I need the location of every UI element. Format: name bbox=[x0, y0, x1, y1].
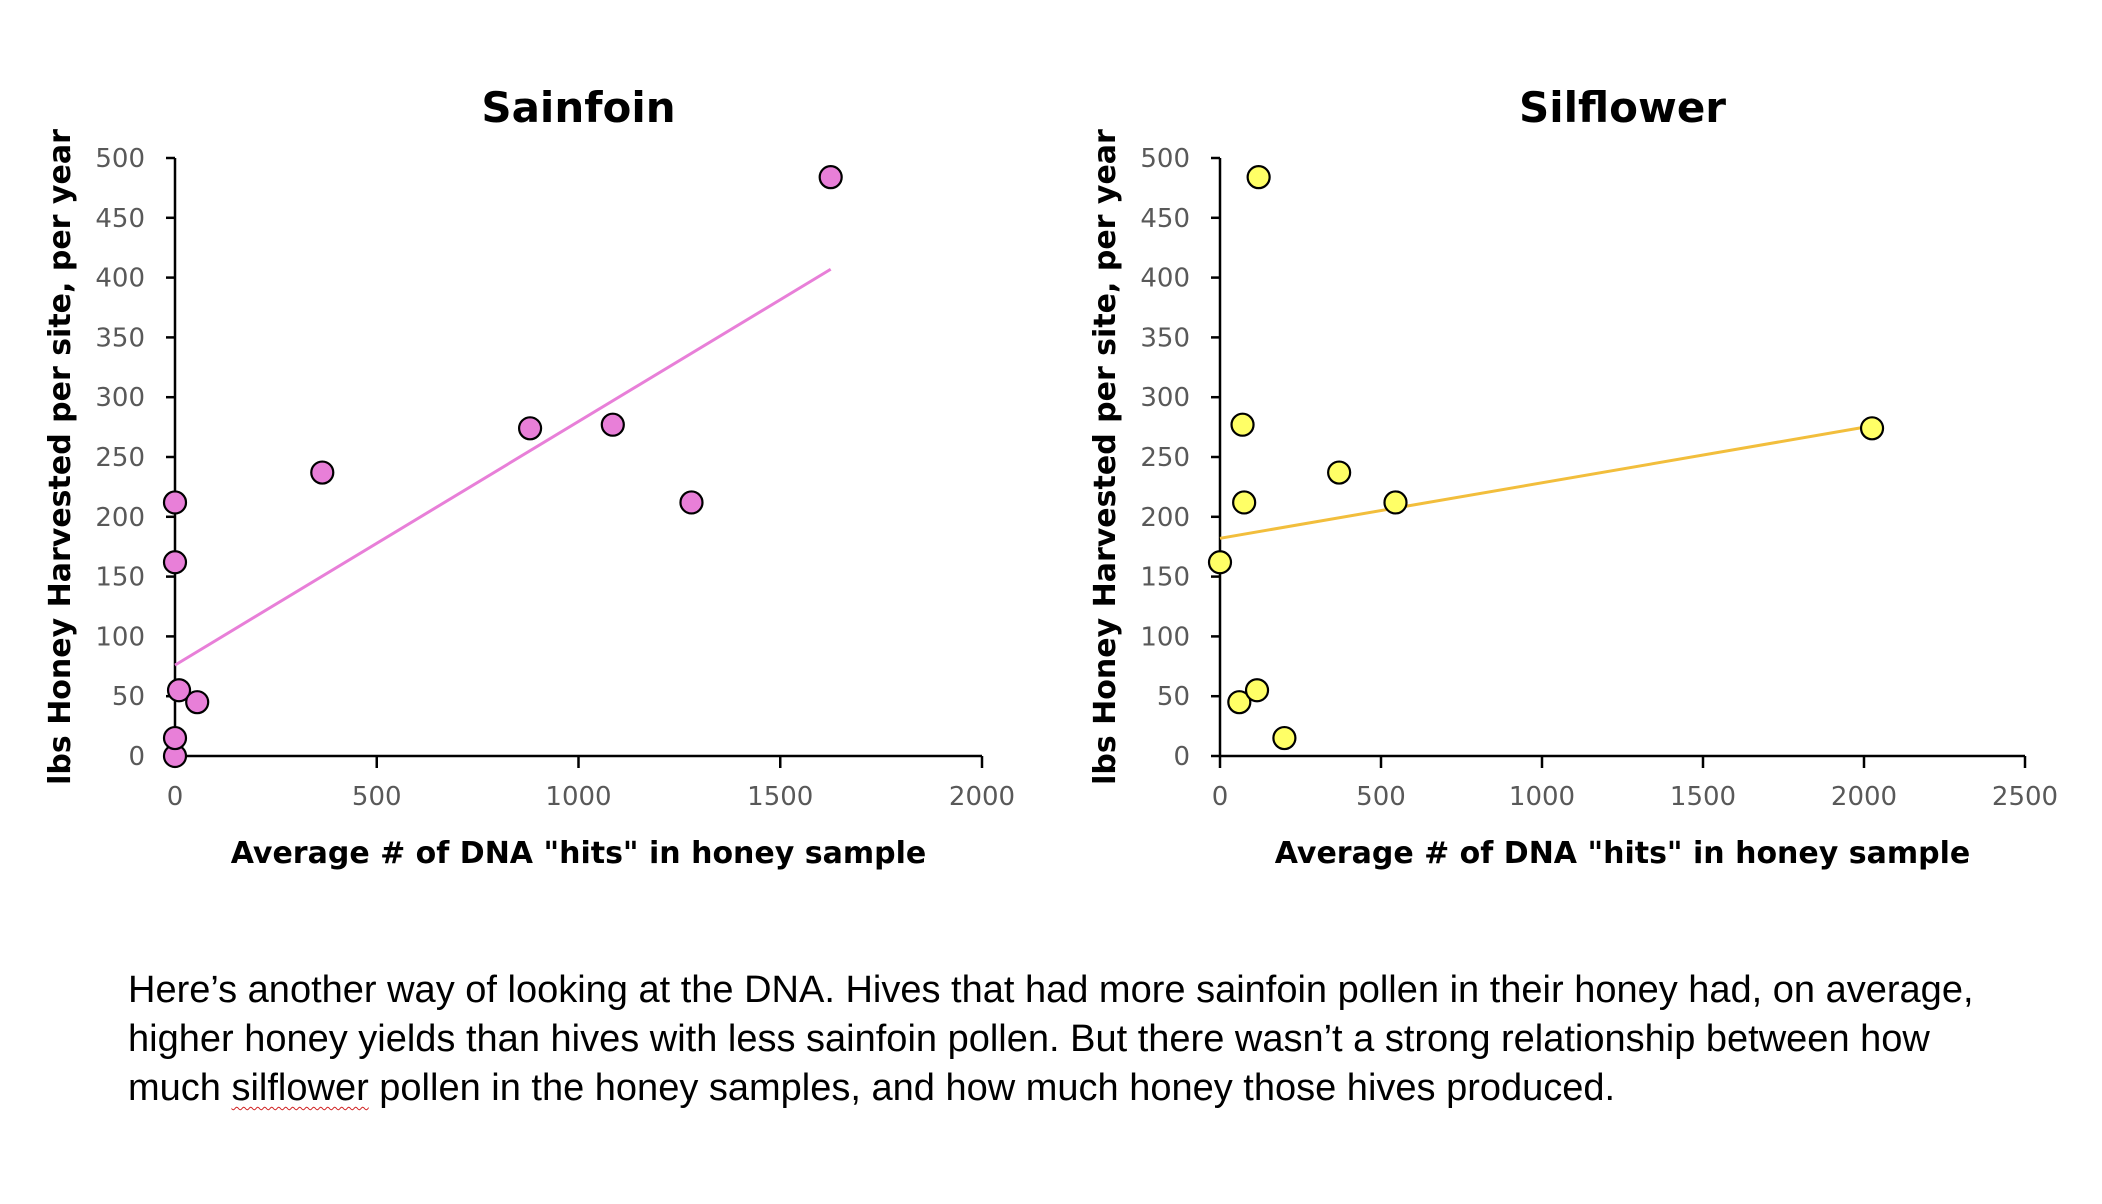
y-tick-label: 350 bbox=[95, 323, 145, 353]
sainfoin-chart: Sainfoin 0 50 100 150 200 250 300 350 400 450 500 0 5… bbox=[43, 83, 1015, 871]
caption-line-1: Here’s another way of looking at the DNA… bbox=[128, 969, 1974, 1011]
caption-line-3: much silflower pollen in the honey sampl… bbox=[128, 1064, 2078, 1113]
x-tick-label: 0 bbox=[167, 782, 184, 812]
data-point bbox=[166, 678, 192, 703]
x-tick-label: 1500 bbox=[1670, 782, 1736, 812]
caption-text: Here’s another way of looking at the DNA… bbox=[128, 966, 2078, 1113]
caption-line-3-end: pollen in the honey samples, and how muc… bbox=[368, 1067, 1616, 1109]
data-point bbox=[162, 490, 188, 515]
y-tick-label: 500 bbox=[95, 144, 145, 174]
y-tick-label: 200 bbox=[1140, 503, 1190, 533]
data-point bbox=[162, 550, 188, 575]
data-point bbox=[1227, 690, 1252, 715]
y-axis-title: lbs Honey Harvested per site, per year bbox=[43, 129, 78, 785]
x-tick-label: 1000 bbox=[1509, 782, 1575, 812]
y-tick-label: 500 bbox=[1140, 144, 1190, 174]
silflower-chart: Silflower 0 50 100 150 200 250 300 350 400 450 500 0… bbox=[1088, 83, 2058, 871]
data-point bbox=[679, 490, 704, 515]
x-tick-label: 500 bbox=[1356, 782, 1406, 812]
x-tick-label: 1500 bbox=[747, 782, 813, 812]
data-point bbox=[1207, 550, 1233, 575]
data-point bbox=[162, 725, 188, 751]
y-tick-label: 300 bbox=[1140, 383, 1190, 413]
y-tick-label: 150 bbox=[1140, 563, 1190, 593]
data-point bbox=[1272, 725, 1297, 751]
data-point bbox=[1383, 490, 1408, 515]
data-point bbox=[1232, 490, 1257, 515]
y-tick-label: 200 bbox=[95, 503, 145, 533]
y-tick-label: 150 bbox=[95, 563, 145, 593]
x-tick-label: 2500 bbox=[1992, 782, 2058, 812]
data-point bbox=[185, 690, 210, 715]
trendline bbox=[1219, 424, 1873, 540]
y-tick-label: 100 bbox=[95, 622, 145, 652]
y-axis-title: lbs Honey Harvested per site, per year bbox=[1088, 129, 1123, 785]
y-tick-label: 250 bbox=[95, 443, 145, 473]
data-point bbox=[310, 460, 335, 485]
spellcheck-flagged-word: silflower bbox=[231, 1067, 369, 1109]
y-tick-label: 450 bbox=[95, 204, 145, 234]
data-point bbox=[1327, 460, 1352, 485]
x-tick-label: 500 bbox=[352, 782, 402, 812]
y-tick-label: 250 bbox=[1140, 443, 1190, 473]
y-tick-label: 50 bbox=[112, 682, 145, 712]
caption-line-3-start: much bbox=[128, 1067, 232, 1109]
y-tick-label: 100 bbox=[1140, 622, 1190, 652]
x-axis-title: Average # of DNA "hits" in honey sample bbox=[1275, 836, 1970, 871]
data-point bbox=[1230, 412, 1255, 437]
caption-line-2: higher honey yields than hives with less… bbox=[128, 1018, 1930, 1060]
data-point bbox=[1859, 416, 1885, 441]
data-point bbox=[1246, 165, 1271, 190]
x-tick-label: 2000 bbox=[949, 782, 1015, 812]
chart-title: Silflower bbox=[1519, 83, 1726, 132]
x-axis-title: Average # of DNA "hits" in honey sample bbox=[231, 836, 926, 871]
y-tick-label: 350 bbox=[1140, 323, 1190, 353]
y-tick-label: 400 bbox=[1140, 264, 1190, 294]
y-tick-label: 400 bbox=[95, 264, 145, 294]
x-tick-label: 0 bbox=[1212, 782, 1229, 812]
data-point bbox=[1244, 678, 1270, 703]
chart-title: Sainfoin bbox=[481, 83, 675, 132]
x-tick-label: 2000 bbox=[1831, 782, 1897, 812]
y-tick-label: 0 bbox=[1173, 742, 1190, 772]
trendline bbox=[174, 267, 832, 667]
data-point bbox=[600, 412, 625, 437]
data-point bbox=[818, 165, 843, 190]
y-tick-label: 50 bbox=[1157, 682, 1190, 712]
y-tick-label: 300 bbox=[95, 383, 145, 413]
y-tick-label: 0 bbox=[128, 742, 145, 772]
x-tick-label: 1000 bbox=[545, 782, 611, 812]
data-point bbox=[517, 416, 543, 441]
y-tick-label: 450 bbox=[1140, 204, 1190, 234]
